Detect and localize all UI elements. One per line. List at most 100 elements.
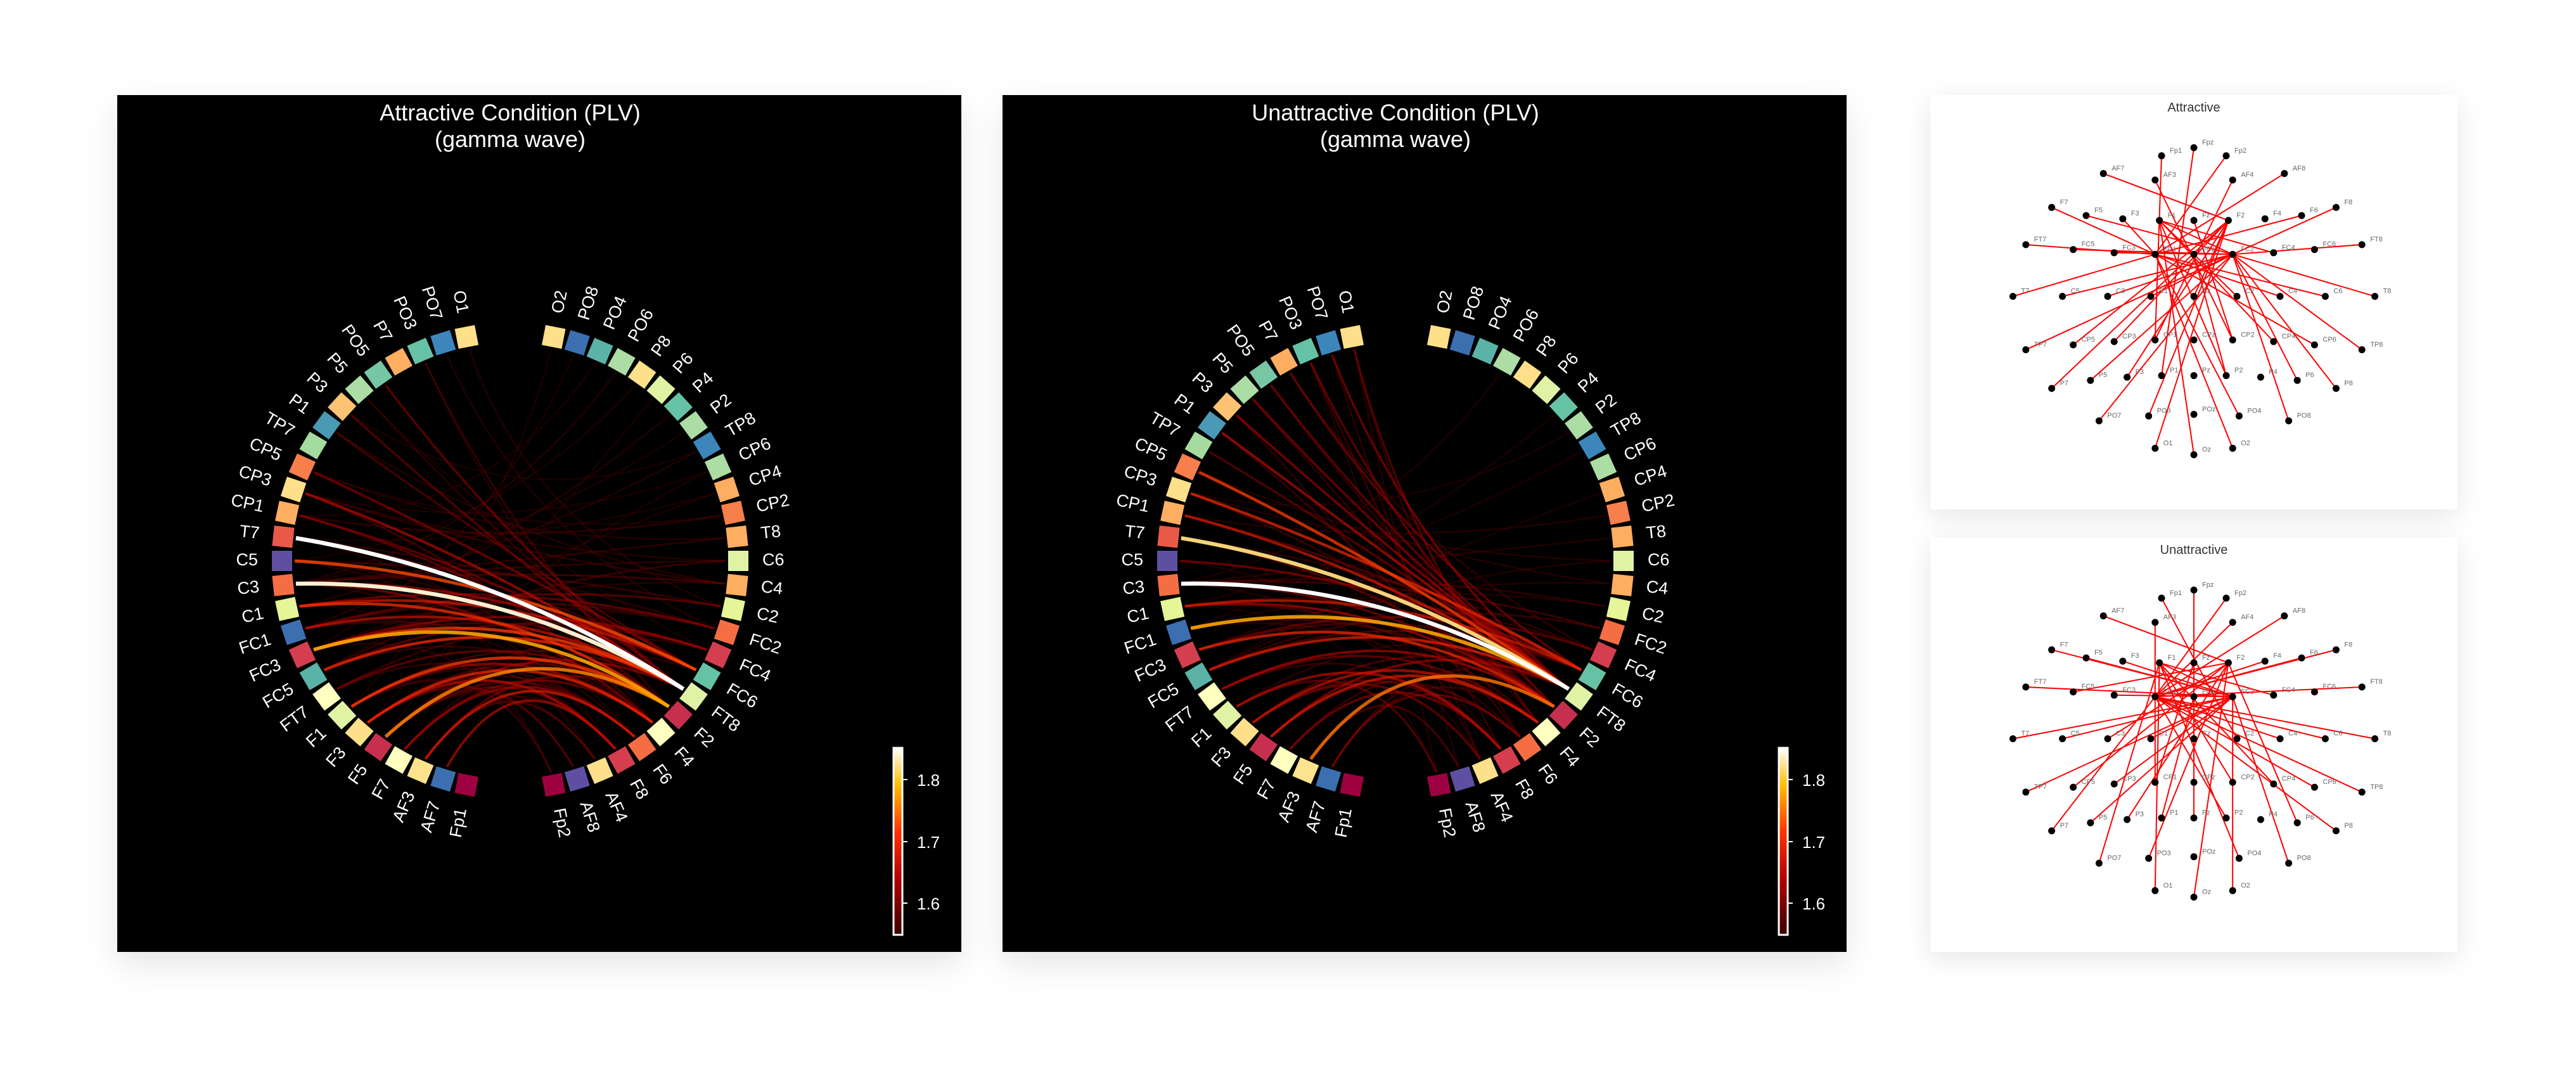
node-box [1213, 700, 1242, 730]
node-label: F3 [1207, 743, 1234, 770]
electrode-label: P3 [2136, 811, 2144, 818]
node-label: P6 [669, 349, 696, 377]
node-label: AF3 [1274, 788, 1304, 825]
connection-link [1181, 578, 1606, 607]
connection-link [1236, 671, 1502, 750]
node-box [704, 453, 732, 480]
electrode-label: FT7 [2034, 678, 2047, 686]
electrode-dot [2293, 819, 2301, 826]
electrode-label: T8 [2383, 288, 2392, 295]
node-label: P4 [689, 368, 717, 396]
node-label: P3 [303, 368, 331, 396]
node-box [1493, 348, 1521, 376]
node-box [275, 501, 300, 525]
electrode-label: T7 [2021, 288, 2029, 295]
topomap-link [2107, 662, 2229, 740]
topomap-link [2155, 657, 2302, 698]
connection-link [1190, 615, 1570, 691]
node-box [1565, 411, 1593, 440]
node-label: CP1 [229, 491, 266, 516]
connection-link [385, 399, 653, 738]
connection-link [1190, 622, 1521, 738]
electrode-label: C6 [2333, 288, 2342, 295]
connection-link [350, 679, 553, 773]
node-box [1198, 682, 1226, 711]
topomap-link [2103, 615, 2229, 664]
electrode-dot [2151, 778, 2159, 786]
topomap-link [2154, 155, 2162, 340]
node-box [1316, 330, 1342, 356]
topomap-link [2159, 219, 2274, 254]
electrode-dot [2224, 659, 2232, 667]
connection-link [424, 690, 636, 760]
topomap-link [2113, 220, 2229, 342]
topomap-link [2155, 696, 2336, 832]
electrode-dot [2321, 293, 2329, 300]
electrode-dot [2048, 385, 2056, 392]
topomap-link [2232, 254, 2290, 421]
topomap-unattractive: Unattractive Fp1 Fpz Fp2 AF7 AF3 AF4 AF8 F7 F5 F3… [2009, 543, 2391, 901]
electrode-label: Fp1 [2170, 147, 2182, 155]
node-box [1589, 453, 1617, 480]
node-label: PO5 [338, 321, 373, 359]
node-label: PO7 [1304, 284, 1332, 322]
colorbar-tick-label: 1.7 [917, 833, 940, 852]
node-box [1165, 619, 1192, 645]
node-label: P5 [1208, 349, 1236, 377]
connection-link [295, 536, 685, 691]
node-box [728, 551, 748, 571]
connection-link [313, 615, 707, 651]
node-label: F1 [1188, 724, 1215, 751]
connection-link [367, 399, 707, 651]
electrode-dot [2190, 411, 2198, 418]
electrode-label: P6 [2305, 814, 2314, 821]
node-box [1249, 733, 1278, 762]
topomap-link [2193, 254, 2227, 376]
electrode-dot [2358, 683, 2366, 691]
connection-link [1184, 605, 1438, 773]
connection-link [299, 602, 670, 708]
node-box [1532, 717, 1561, 747]
node-label: P5 [323, 349, 351, 377]
node-label: PO7 [418, 284, 447, 322]
electrode-dot [2190, 293, 2198, 300]
connection-link [1184, 515, 1606, 534]
electrode-dot [2151, 693, 2159, 700]
topomap-link [2154, 598, 2227, 697]
node-box [312, 682, 341, 711]
node-label: PO4 [599, 293, 631, 332]
electrode-dot [2190, 814, 2198, 822]
electrode-label: CP2 [2241, 773, 2254, 781]
node-label: FC5 [1144, 679, 1182, 712]
electrode-label: P7 [2060, 822, 2068, 830]
node-box [280, 477, 307, 503]
chord-panel-attractive: Attractive Condition (PLV) (gamma wave) … [117, 95, 961, 952]
electrode-label: P6 [2305, 371, 2314, 379]
topomap-link [2158, 662, 2234, 783]
electrode-dot [2158, 814, 2165, 822]
electrode-dot [2151, 887, 2159, 894]
electrode-label: F7 [2060, 641, 2068, 648]
electrode-label: F4 [2273, 652, 2281, 660]
electrode-label: FC6 [2323, 241, 2336, 248]
electrode-dot [2332, 385, 2340, 392]
node-box [679, 682, 708, 711]
node-label: F2 [1575, 724, 1603, 751]
electrode-label: Fp1 [2170, 589, 2182, 597]
topomap-link [2155, 254, 2326, 297]
connection-link [299, 451, 696, 607]
electrode-dot [2110, 249, 2118, 257]
topomap-link [2090, 254, 2233, 381]
node-label: O2 [548, 289, 570, 315]
topomap-link [2155, 254, 2281, 297]
node-box [1449, 330, 1475, 356]
node-box [364, 360, 393, 389]
node-label: FT8 [1593, 702, 1629, 736]
electrode-label: Cz [2202, 288, 2210, 295]
topomap-link [2158, 220, 2238, 297]
electrode-dot [2048, 646, 2056, 653]
electrode-dot [2310, 688, 2318, 696]
node-label: CP5 [247, 434, 285, 465]
colorbar-tick-label: 1.6 [917, 894, 940, 913]
connection-link [305, 492, 684, 690]
